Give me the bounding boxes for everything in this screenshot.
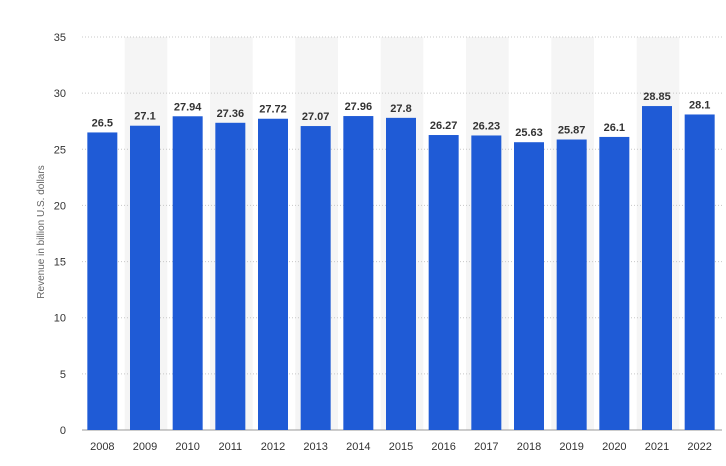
x-tick-label: 2015 [389,441,413,453]
bar[interactable] [130,125,160,430]
x-tick-label: 2010 [175,441,199,453]
y-tick-label: 10 [54,313,66,325]
x-tick-label: 2021 [645,441,669,453]
data-label: 27.8 [390,103,411,115]
data-label: 26.23 [473,120,501,132]
data-labels: 26.5 27.1 27.94 27.36 27.72 27.07 27.96 27.8 26.… [92,91,711,139]
x-tick-label: 2017 [474,441,498,453]
bar[interactable] [684,114,715,430]
x-axis-tick-labels: 2008 2009 2010 2011 2012 2013 2014 2015 2016 2017… [90,441,712,453]
bar[interactable] [428,135,459,430]
data-label: 25.87 [558,125,586,137]
data-label: 28.1 [689,99,710,111]
y-tick-label: 30 [54,88,66,100]
data-label: 27.07 [302,111,330,123]
x-tick-label: 2013 [303,441,327,453]
data-label: 27.72 [259,104,287,116]
bar[interactable] [642,106,672,430]
bar[interactable] [258,118,288,430]
bar[interactable] [471,135,502,430]
y-tick-label: 5 [60,369,66,381]
data-label: 27.1 [134,111,155,123]
x-tick-label: 2011 [219,441,243,453]
bar[interactable] [514,142,544,430]
data-label: 26.1 [604,122,625,134]
x-tick-label: 2019 [559,441,583,453]
y-tick-label: 35 [54,32,66,44]
bar[interactable] [599,136,630,431]
y-tick-label: 25 [54,144,66,156]
x-tick-label: 2014 [346,441,370,453]
y-tick-label: 0 [60,425,66,437]
bars [87,106,715,431]
x-tick-label: 2008 [90,441,114,453]
bar[interactable] [300,126,331,430]
data-label: 25.63 [515,127,543,139]
x-tick-label: 2018 [517,441,541,453]
y-axis-title: Revenue in billion U.S. dollars [36,165,47,298]
data-label: 28.85 [643,91,671,103]
bar[interactable] [172,116,203,430]
x-tick-label: 2020 [602,441,626,453]
x-tick-label: 2009 [133,441,157,453]
y-tick-label: 15 [54,257,66,269]
x-tick-label: 2012 [261,441,285,453]
y-axis-tick-labels: 0 5 10 15 20 25 30 35 [54,32,66,437]
data-label: 27.36 [217,108,245,120]
bar[interactable] [87,132,118,430]
x-tick-label: 2022 [687,441,711,453]
data-label: 27.94 [174,101,202,113]
y-tick-label: 20 [54,200,66,212]
bar[interactable] [386,117,416,431]
bar[interactable] [215,122,246,430]
x-tick-label: 2016 [431,441,455,453]
bar[interactable] [343,116,374,431]
bar[interactable] [556,139,587,431]
data-label: 27.96 [345,101,373,113]
data-label: 26.5 [92,117,113,129]
data-label: 26.27 [430,120,458,132]
